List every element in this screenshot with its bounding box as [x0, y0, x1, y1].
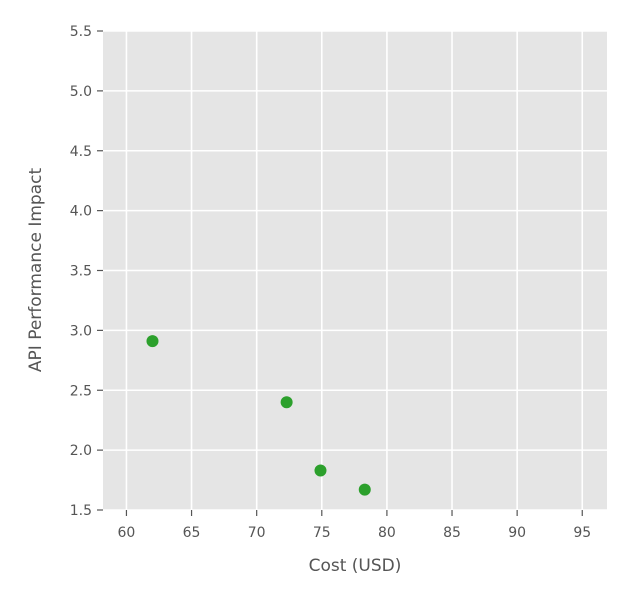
x-tick-label: 90: [508, 525, 526, 541]
x-axis-title: Cost (USD): [309, 556, 402, 576]
x-tick-label: 80: [378, 525, 396, 541]
y-tick-label: 1.5: [70, 503, 92, 519]
y-axis-title: API Performance Impact: [26, 168, 46, 373]
x-tick-label: 60: [118, 525, 136, 541]
axis-ticks: 60 65 70 75 80 85 90 95 1.5 2.0 2.5 3.0 3.5 4.0 4.5 5.0…: [70, 24, 591, 541]
data-point: [146, 335, 159, 348]
y-tick-label: 5.0: [70, 84, 92, 100]
y-tick-label: 2.0: [70, 443, 92, 459]
x-tick-label: 70: [248, 525, 266, 541]
data-point: [314, 464, 327, 477]
x-tick-label: 75: [313, 525, 331, 541]
data-point: [358, 483, 371, 496]
y-tick-label: 5.5: [70, 24, 92, 40]
y-tick-label: 3.5: [70, 264, 92, 280]
y-tick-label: 3.0: [70, 323, 92, 339]
y-tick-label: 4.0: [70, 204, 92, 220]
data-point: [280, 396, 293, 409]
x-tick-label: 95: [573, 525, 591, 541]
data-points: [146, 335, 371, 496]
y-tick-label: 4.5: [70, 144, 92, 160]
grid: [103, 30, 607, 511]
x-tick-label: 65: [183, 525, 201, 541]
x-tick-label: 85: [443, 525, 461, 541]
y-tick-label: 2.5: [70, 383, 92, 399]
